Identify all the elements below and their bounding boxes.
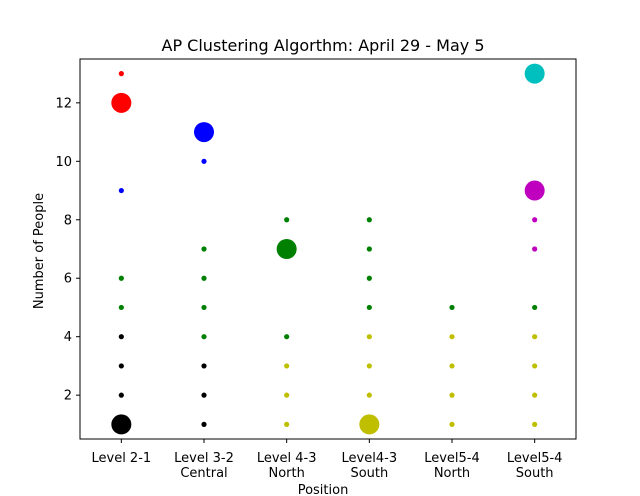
data-point-27: [366, 304, 372, 311]
y-tick-label-1: 4: [64, 330, 72, 345]
x-tick-label-5: Level5-4 South: [507, 451, 563, 481]
data-point-15: [201, 363, 207, 369]
data-point-21: [284, 363, 290, 369]
y-tick-label-5: 12: [55, 96, 72, 111]
data-point-45: [532, 421, 538, 427]
data-point-25: [366, 246, 372, 252]
data-point-12: [201, 275, 207, 281]
data-point-19: [276, 239, 297, 259]
data-point-32: [449, 304, 455, 311]
data-point-44: [532, 392, 538, 398]
data-point-13: [201, 304, 207, 311]
data-point-22: [284, 392, 290, 398]
data-point-37: [524, 63, 545, 84]
y-ticks: 2 4 6 8 10 12: [55, 96, 80, 404]
data-point-18: [284, 217, 290, 223]
x-tick-label-0: Level 2-1: [91, 451, 151, 466]
data-point-24: [366, 217, 372, 223]
x-tick-label-2: Level 4-3 North: [257, 451, 317, 481]
data-point-33: [449, 334, 455, 340]
data-point-9: [194, 122, 214, 143]
data-point-28: [366, 334, 372, 340]
x-tick-label-3: Level4-3 South: [342, 451, 398, 481]
data-point-36: [449, 421, 455, 427]
data-point-5: [118, 334, 124, 340]
data-point-35: [449, 392, 455, 398]
data-point-20: [284, 334, 290, 340]
data-point-42: [532, 334, 538, 340]
data-point-40: [532, 246, 538, 252]
plot-frame: [79, 58, 577, 440]
y-tick-label-3: 8: [64, 213, 72, 228]
data-point-7: [118, 392, 124, 398]
x-tick-label-4: Level5-4 North: [424, 451, 480, 481]
data-point-10: [201, 158, 207, 164]
x-ticks: Level 2-1 Level 3-2 Central Level 4-3 North L…: [91, 439, 562, 481]
points-layer: [111, 63, 545, 435]
data-point-11: [201, 246, 207, 252]
x-axis-label: Position: [298, 483, 349, 496]
data-point-39: [532, 217, 538, 223]
data-point-29: [366, 363, 372, 369]
data-point-4: [118, 304, 124, 311]
data-point-23: [284, 421, 290, 427]
data-point-17: [201, 421, 207, 427]
data-point-14: [201, 334, 207, 340]
data-point-41: [532, 304, 538, 311]
data-point-2: [118, 187, 124, 194]
chart-title: AP Clustering Algorthm: April 29 - May 5: [162, 36, 485, 55]
data-point-0: [118, 71, 124, 77]
data-point-6: [118, 363, 124, 369]
data-point-31: [359, 414, 380, 435]
data-point-26: [366, 275, 372, 281]
data-point-30: [366, 392, 372, 398]
y-tick-label-4: 10: [55, 155, 72, 170]
data-point-34: [449, 363, 455, 369]
x-tick-label-1: Level 3-2 Central: [174, 451, 234, 481]
y-tick-label-2: 6: [64, 272, 72, 287]
data-point-8: [111, 414, 132, 435]
data-point-38: [524, 180, 545, 201]
y-axis-label: Number of People: [32, 193, 47, 309]
data-point-1: [111, 92, 132, 113]
data-point-3: [118, 275, 124, 281]
data-point-16: [201, 392, 207, 398]
data-point-43: [532, 363, 538, 369]
y-tick-label-0: 2: [64, 389, 72, 404]
